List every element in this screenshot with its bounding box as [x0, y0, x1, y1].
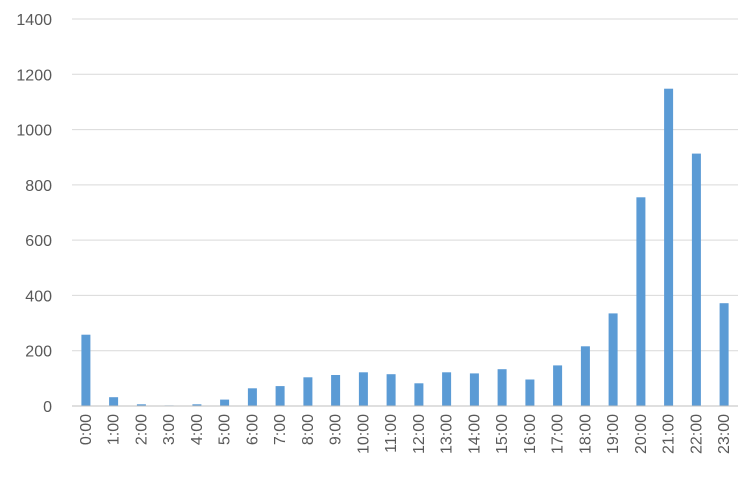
x-tick-label: 17:00	[550, 414, 567, 454]
bar-14-00	[469, 373, 479, 406]
bar-1-00	[109, 397, 119, 406]
x-tick-label: 4:00	[189, 414, 206, 445]
bar-6-00	[247, 388, 257, 406]
bar-4-00	[192, 404, 202, 406]
bar-12-00	[414, 383, 424, 406]
bar-5-00	[220, 399, 230, 406]
bar-7-00	[275, 386, 285, 406]
bar-18-00	[580, 346, 590, 406]
bar-15-00	[497, 369, 507, 406]
x-tick-label: 0:00	[78, 414, 95, 445]
bar-9-00	[331, 375, 341, 406]
bar-2-00	[136, 404, 146, 406]
bar-17-00	[553, 365, 563, 406]
bar-10-00	[358, 372, 368, 406]
y-tick-label: 600	[25, 233, 52, 250]
bars	[81, 88, 729, 406]
x-tick-label: 5:00	[217, 414, 234, 445]
bar-0-00	[81, 334, 91, 406]
x-tick-label: 12:00	[411, 414, 428, 454]
x-tick-label: 1:00	[106, 414, 123, 445]
y-tick-label: 1400	[16, 12, 52, 29]
x-tick-label: 7:00	[272, 414, 289, 445]
x-tick-label: 16:00	[522, 414, 539, 454]
bar-13-00	[442, 372, 452, 406]
y-tick-label: 0	[43, 399, 52, 416]
x-tick-label: 13:00	[439, 414, 456, 454]
x-tick-label: 6:00	[244, 414, 261, 445]
x-tick-label: 2:00	[133, 414, 150, 445]
bar-11-00	[386, 374, 396, 406]
bar-23-00	[719, 303, 729, 406]
bar-16-00	[525, 379, 535, 406]
y-tick-label: 1200	[16, 67, 52, 84]
x-tick-label: 19:00	[605, 414, 622, 454]
bar-22-00	[691, 153, 701, 406]
x-tick-labels: 0:00 1:00 2:00 3:00 4:00 5:00 6:00 7:00 8:00 9:00…	[78, 414, 733, 454]
y-tick-labels: 0 200 400 600 800 1000 1200 1400	[16, 12, 52, 416]
y-tick-label: 800	[25, 178, 52, 195]
y-tick-label: 1000	[16, 123, 52, 140]
bar-21-00	[664, 88, 674, 406]
bar-19-00	[608, 313, 618, 406]
bar-8-00	[303, 377, 313, 406]
x-tick-label: 14:00	[466, 414, 483, 454]
x-tick-label: 23:00	[716, 414, 733, 454]
x-tick-label: 15:00	[494, 414, 511, 454]
bar-20-00	[636, 197, 646, 406]
x-tick-label: 22:00	[688, 414, 705, 454]
y-tick-label: 400	[25, 288, 52, 305]
x-tick-label: 20:00	[633, 414, 650, 454]
x-tick-label: 18:00	[577, 414, 594, 454]
x-tick-label: 9:00	[328, 414, 345, 445]
x-tick-label: 8:00	[300, 414, 317, 445]
grid-lines	[72, 18, 738, 352]
y-tick-label: 200	[25, 344, 52, 361]
x-tick-label: 21:00	[661, 414, 678, 454]
x-tick-label: 10:00	[355, 414, 372, 454]
x-tick-label: 11:00	[383, 414, 400, 453]
x-tick-label: 3:00	[161, 414, 178, 445]
